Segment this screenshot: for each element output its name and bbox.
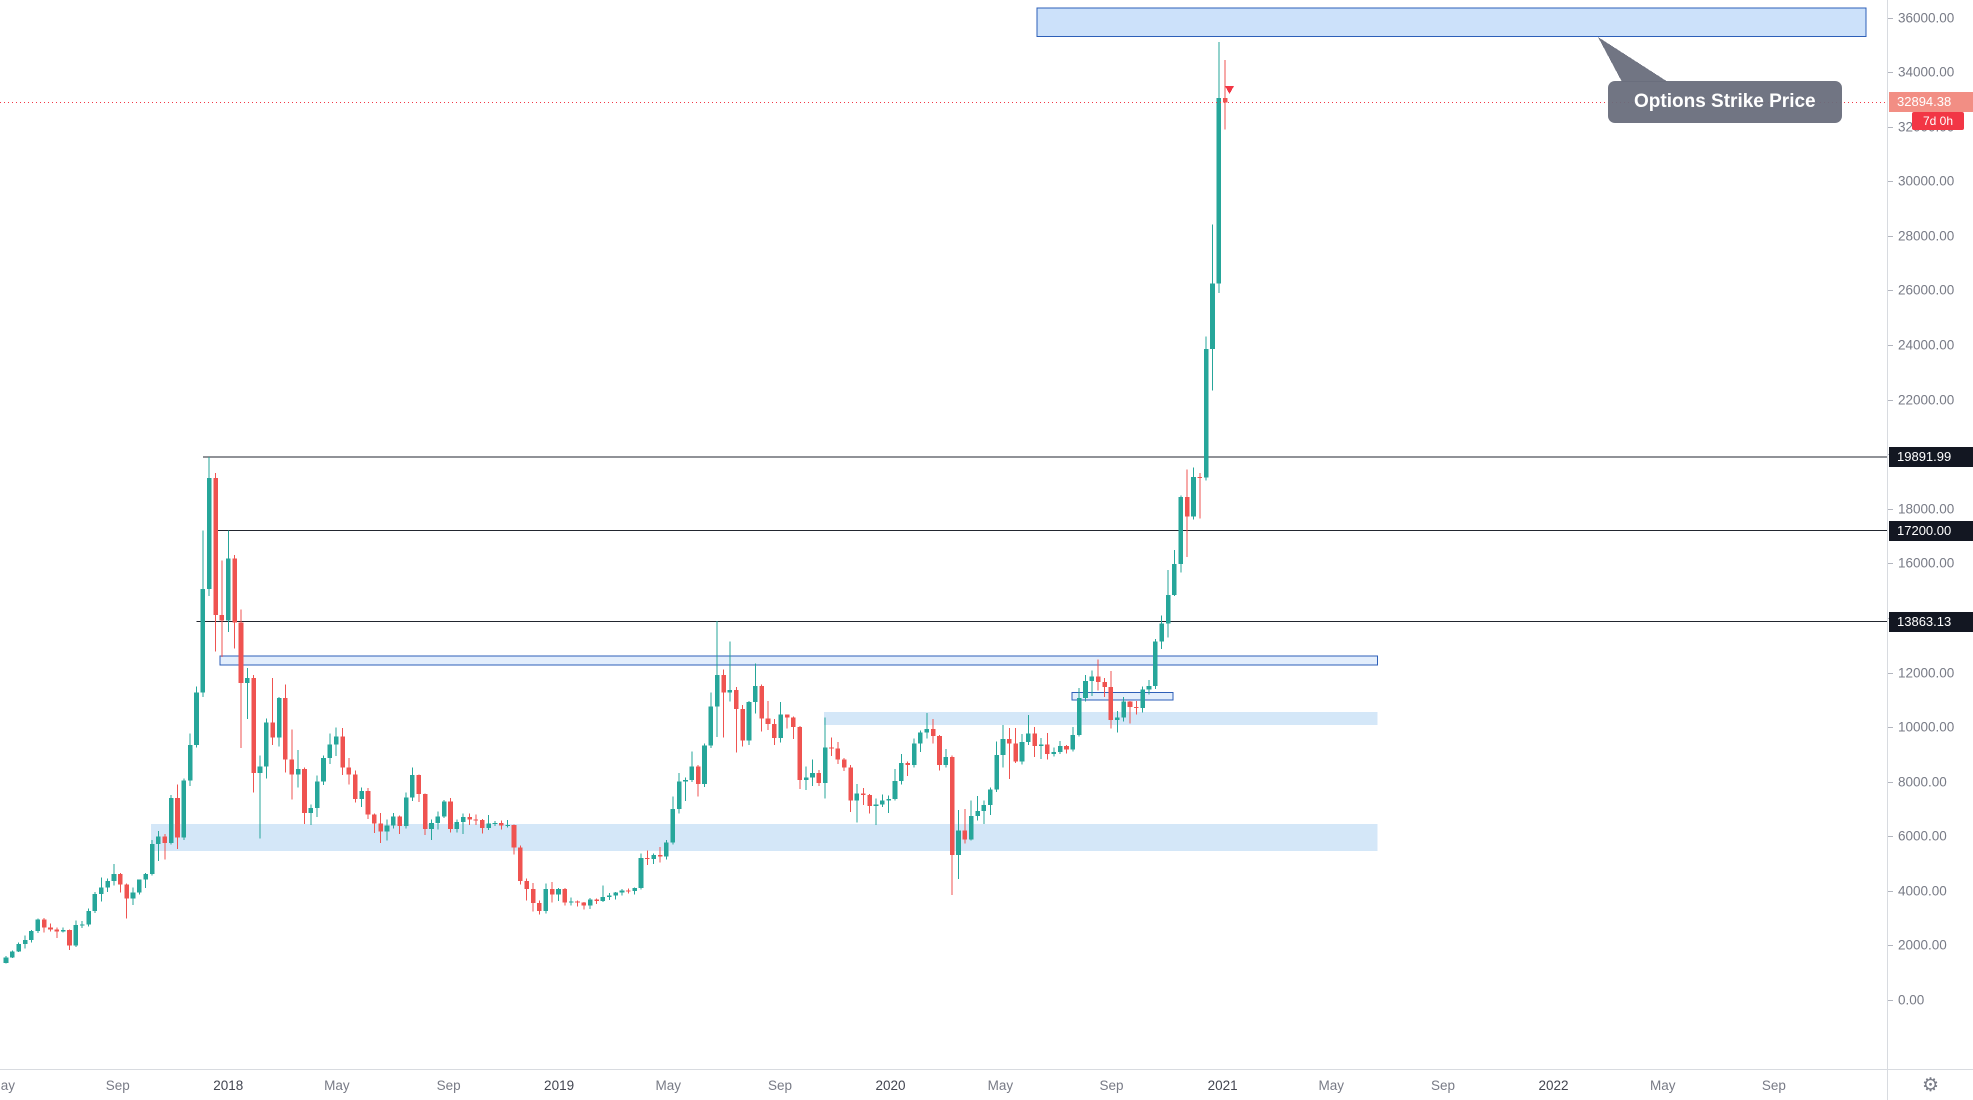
price-tick-label: 2000.00 bbox=[1898, 937, 1947, 953]
price-tick-label: 16000.00 bbox=[1898, 555, 1955, 571]
time-axis-month-label: ay bbox=[0, 1078, 16, 1093]
price-tick-mark bbox=[1888, 727, 1893, 729]
options-strike-zone[interactable] bbox=[1036, 7, 1867, 38]
price-direction-marker bbox=[1225, 86, 1234, 94]
time-axis-year-label: 2020 bbox=[875, 1078, 906, 1093]
time-axis-year-label: 2022 bbox=[1538, 1078, 1569, 1093]
resistance-rect-11100[interactable] bbox=[1071, 691, 1174, 701]
time-axis-year-label: 2018 bbox=[213, 1078, 244, 1093]
price-tick-mark bbox=[1888, 945, 1893, 947]
chart-pane[interactable]: Options Strike Price bbox=[0, 0, 1887, 1069]
price-tick-mark bbox=[1888, 126, 1893, 128]
price-tick-mark bbox=[1888, 563, 1893, 565]
axis-corner: ⚙ bbox=[1887, 1069, 1973, 1100]
price-tick-label: 26000.00 bbox=[1898, 282, 1955, 298]
time-axis-month-label: May bbox=[655, 1078, 682, 1093]
price-tick-mark bbox=[1888, 508, 1893, 510]
time-axis-month-label: May bbox=[1649, 1078, 1676, 1093]
price-tick-label: 8000.00 bbox=[1898, 774, 1947, 790]
price-tick-label: 22000.00 bbox=[1898, 392, 1955, 408]
time-axis-month-label: May bbox=[987, 1078, 1014, 1093]
options-strike-callout[interactable]: Options Strike Price bbox=[1608, 81, 1842, 123]
price-tick-label: 12000.00 bbox=[1898, 665, 1955, 680]
price-tick-mark bbox=[1888, 836, 1893, 838]
price-tick-mark bbox=[1888, 1000, 1893, 1001]
price-tick-label: 24000.00 bbox=[1898, 337, 1955, 353]
level-price-badge: 13863.13 bbox=[1889, 611, 1973, 632]
price-tick-mark bbox=[1888, 181, 1893, 183]
time-axis-month-label: May bbox=[324, 1078, 350, 1093]
price-tick-mark bbox=[1888, 345, 1893, 346]
price-tick-label: 6000.00 bbox=[1898, 828, 1947, 844]
callout-tail bbox=[1598, 37, 1668, 82]
resistance-rect-12500[interactable] bbox=[219, 655, 1379, 666]
price-tick-mark bbox=[1888, 290, 1893, 292]
support-band-6000[interactable] bbox=[150, 823, 1378, 851]
chart-svg[interactable] bbox=[0, 0, 1887, 1069]
price-tick-label: 0.00 bbox=[1898, 992, 1925, 1008]
price-tick-mark bbox=[1888, 781, 1893, 783]
bar-countdown-badge: 7d 0h bbox=[1912, 112, 1964, 131]
time-axis-year-label: 2021 bbox=[1207, 1078, 1238, 1093]
price-tick-mark bbox=[1888, 235, 1893, 237]
time-axis-month-label: May bbox=[1318, 1078, 1344, 1093]
price-tick-label: 10000.00 bbox=[1898, 719, 1955, 735]
price-tick-label: 34000.00 bbox=[1898, 64, 1955, 80]
price-tick-mark bbox=[1888, 399, 1893, 401]
price-tick-label: 30000.00 bbox=[1898, 173, 1955, 189]
price-tick-label: 36000.00 bbox=[1898, 10, 1955, 25]
time-axis-month-label: Sep bbox=[105, 1078, 130, 1093]
price-tick-label: 28000.00 bbox=[1898, 228, 1955, 244]
callout-label: Options Strike Price bbox=[1634, 91, 1816, 112]
level-price-badge: 19891.99 bbox=[1889, 447, 1973, 468]
time-axis-month-label: Sep bbox=[436, 1078, 461, 1093]
price-tick-mark bbox=[1888, 672, 1893, 674]
level-price-badge: 17200.00 bbox=[1889, 520, 1973, 541]
candlestick-series[interactable] bbox=[3, 42, 1228, 964]
price-tick-mark bbox=[1888, 890, 1893, 892]
time-axis-month-label: Sep bbox=[1430, 1078, 1456, 1093]
last-price-badge: 32894.38 bbox=[1889, 92, 1973, 113]
time-axis[interactable]: ay Sep 2018 May Sep 2019 May Sep 2020 May Sep 2021 M… bbox=[0, 1069, 1887, 1100]
time-axis-year-label: 2019 bbox=[544, 1078, 575, 1093]
time-axis-month-label: Sep bbox=[1099, 1078, 1124, 1093]
price-tick-label: 4000.00 bbox=[1898, 883, 1947, 899]
price-tick-mark bbox=[1888, 17, 1893, 19]
support-band-10300[interactable] bbox=[823, 712, 1378, 725]
price-axis[interactable]: 0.00 2000.00 4000.00 6000.00 8000.00 10000.00… bbox=[1887, 0, 1973, 1069]
time-axis-month-label: Sep bbox=[768, 1078, 793, 1093]
price-tick-label: 18000.00 bbox=[1898, 501, 1955, 517]
price-tick-mark bbox=[1888, 72, 1893, 74]
settings-gear-icon[interactable]: ⚙ bbox=[1921, 1074, 1940, 1096]
time-axis-month-label: Sep bbox=[1761, 1078, 1786, 1093]
